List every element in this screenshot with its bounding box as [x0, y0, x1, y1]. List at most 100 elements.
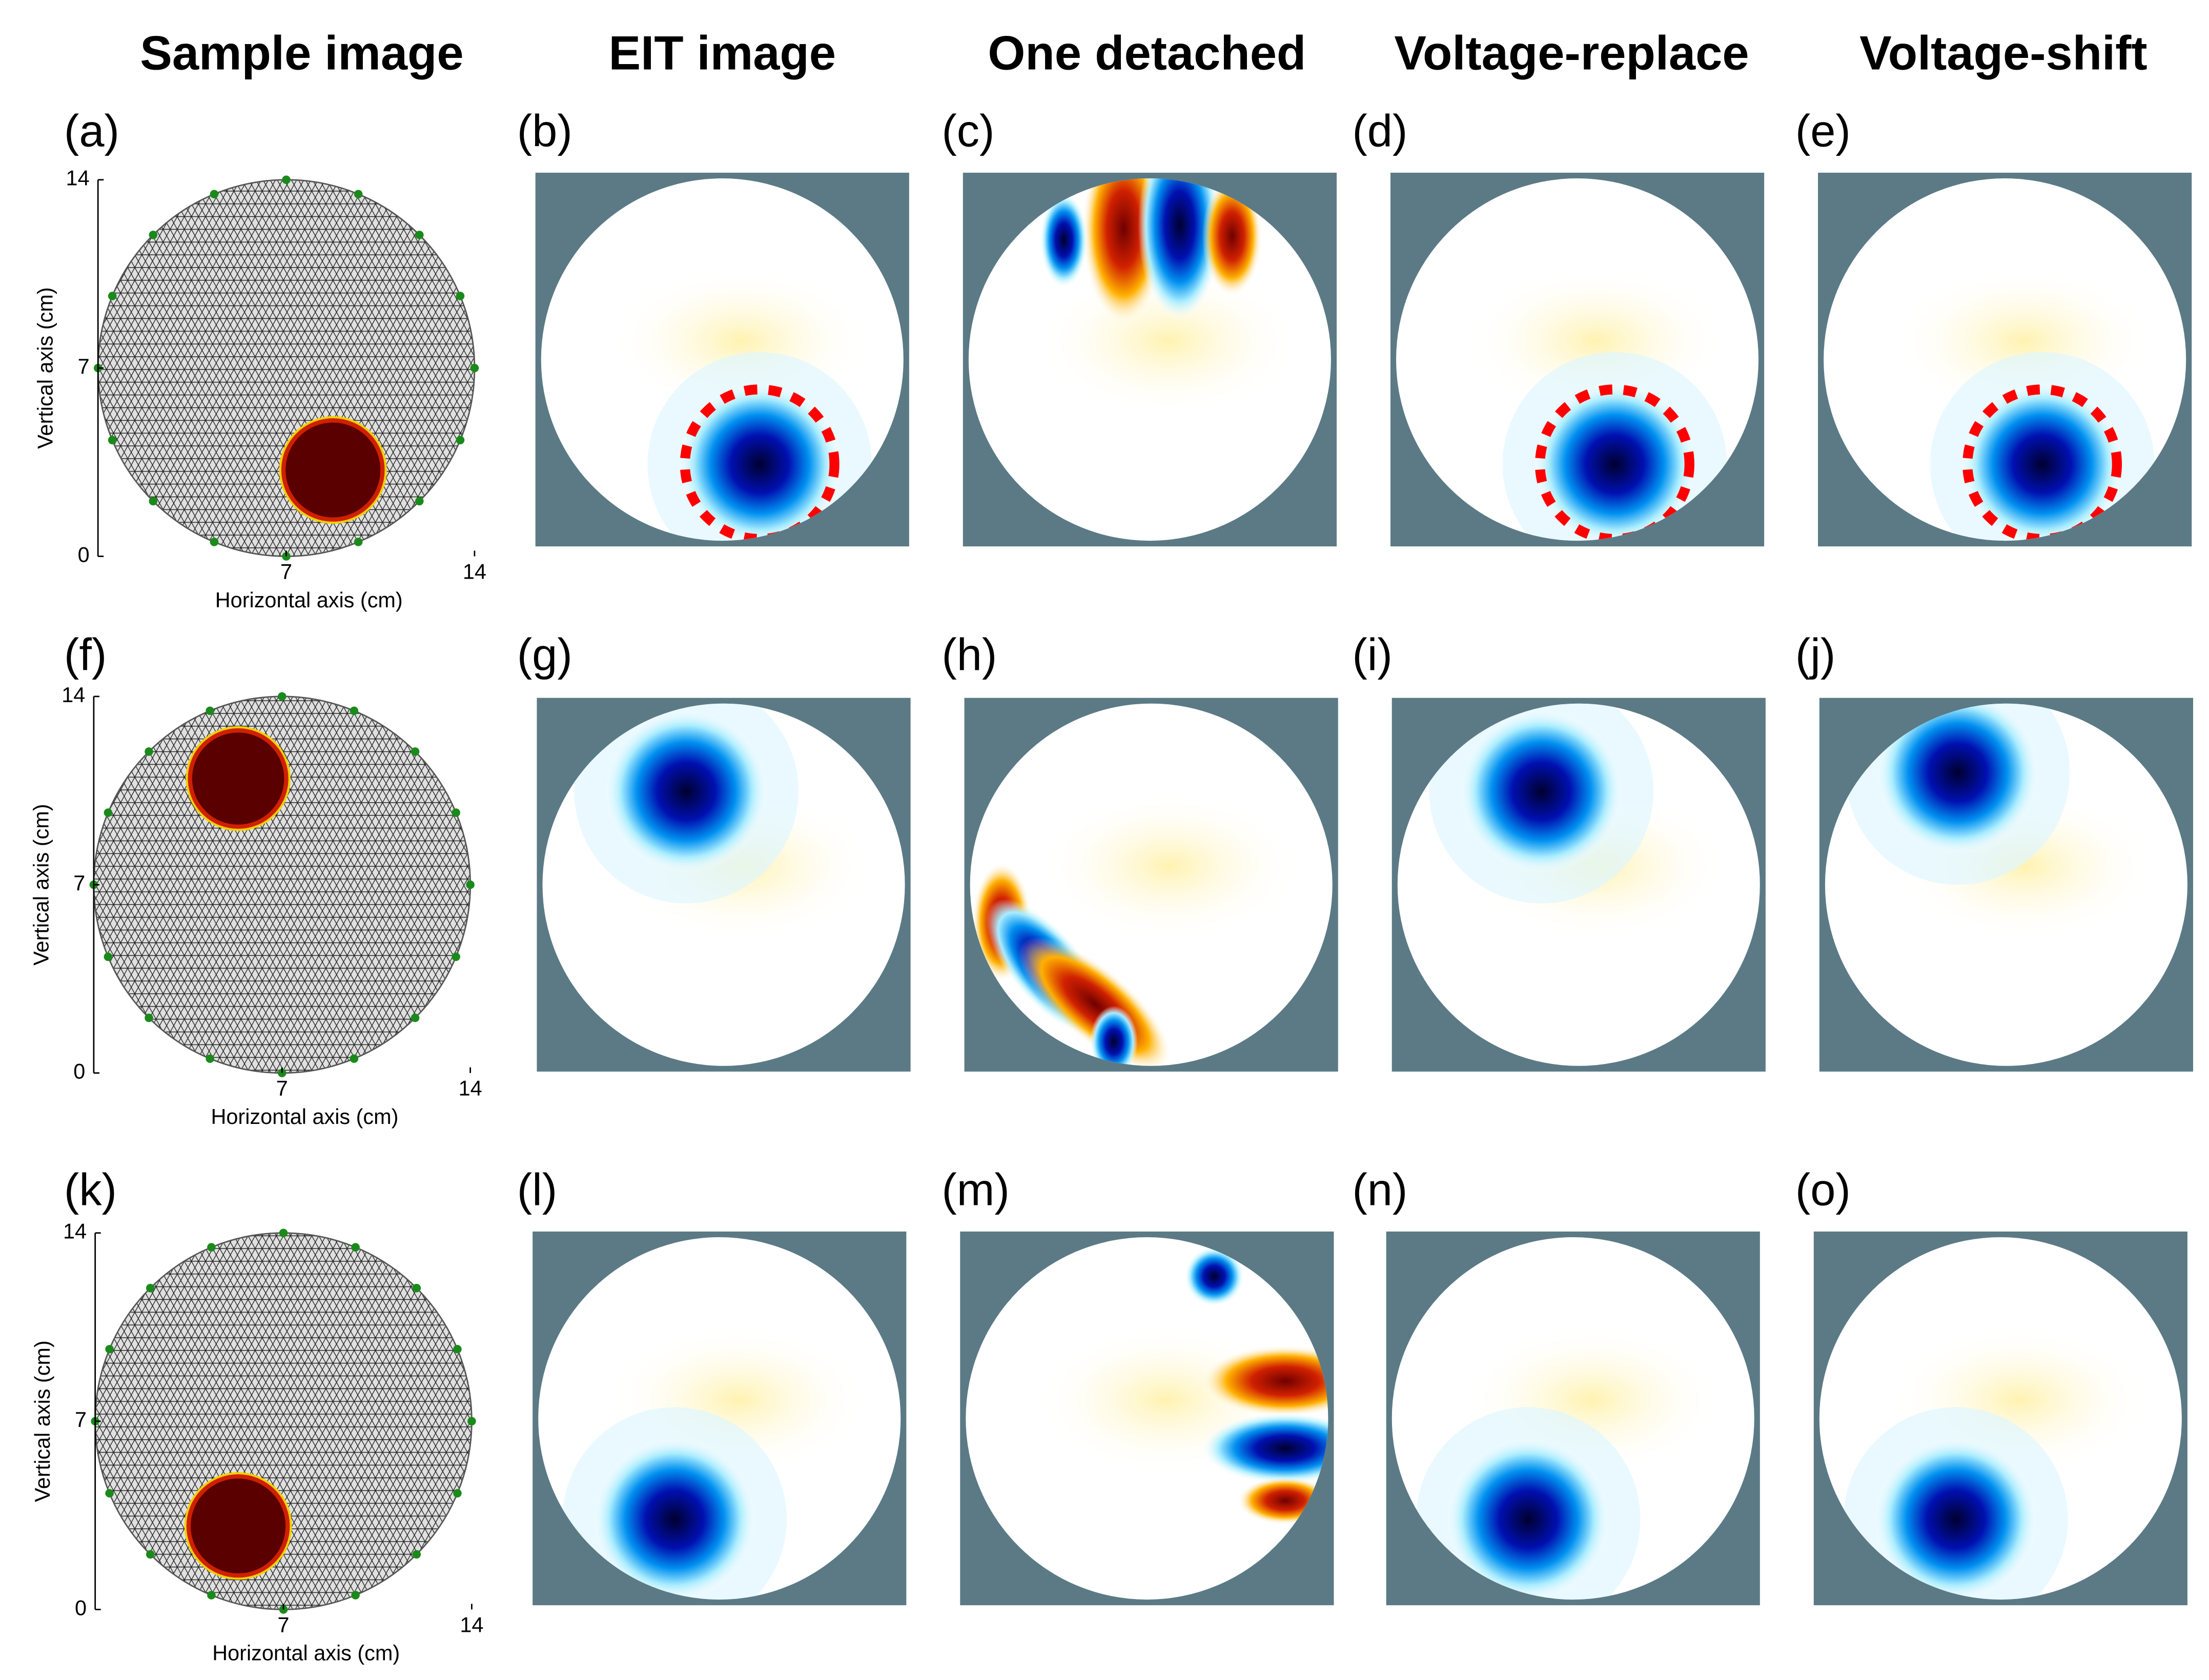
electrode	[206, 1054, 214, 1063]
electrode	[279, 1228, 288, 1238]
x-tick-label: 14	[463, 560, 486, 584]
y-tick-label: 14	[66, 166, 90, 190]
y-axis-label: Vertical axis (cm)	[33, 287, 57, 448]
panel-label: (c)	[942, 106, 994, 156]
electrode	[411, 1013, 420, 1022]
x-axis-label: Horizontal axis (cm)	[212, 1641, 400, 1665]
electrode	[105, 1489, 114, 1498]
electrode	[108, 292, 117, 300]
electrode	[351, 1243, 360, 1252]
electrode	[412, 1550, 421, 1559]
electrode	[146, 1284, 155, 1293]
electrode	[351, 1591, 360, 1600]
electrode	[467, 1417, 476, 1426]
true-boundary	[1535, 384, 1694, 541]
inclusion	[186, 1474, 290, 1578]
panel-label: (f)	[64, 629, 107, 680]
eit-blob	[1532, 382, 1697, 541]
electrode	[207, 1243, 216, 1252]
column-title: Sample image	[140, 26, 463, 79]
y-tick-label: 7	[73, 871, 85, 895]
electrode	[146, 1550, 155, 1559]
eit-blob	[1875, 703, 2040, 855]
eit-image	[1818, 172, 2192, 547]
y-tick-label: 0	[78, 542, 90, 566]
electrode	[452, 952, 460, 961]
eit-image	[535, 172, 909, 547]
eit-disc	[1825, 703, 2187, 1066]
x-tick-label: 7	[280, 560, 292, 584]
panel-label: (k)	[64, 1164, 117, 1215]
eit-image	[537, 698, 911, 1072]
panel-label: (j)	[1795, 629, 1835, 680]
true-boundary	[680, 384, 840, 541]
y-tick-label: 14	[62, 683, 85, 707]
eit-disc	[968, 178, 1331, 541]
electrode	[145, 747, 153, 756]
eit-feature	[1184, 1246, 1244, 1306]
electrode	[415, 497, 424, 506]
electrode	[456, 436, 465, 444]
x-axis-label: Horizontal axis (cm)	[215, 588, 403, 612]
electrode	[453, 1345, 462, 1354]
x-tick-label: 7	[276, 1076, 288, 1100]
y-tick-label: 7	[75, 1407, 87, 1431]
eit-feature	[1040, 192, 1088, 288]
electrode	[415, 231, 424, 239]
electrode	[145, 1013, 153, 1022]
panel-label: (h)	[942, 629, 997, 680]
panel-label: (a)	[64, 106, 119, 156]
eit-image	[963, 172, 1337, 547]
eit-image	[1386, 1231, 1760, 1606]
eit-disc	[970, 703, 1333, 1066]
eit-blob	[1459, 709, 1624, 874]
y-axis-label: Vertical axis (cm)	[30, 1340, 54, 1502]
column-title: EIT image	[608, 26, 836, 79]
electrode	[354, 538, 363, 546]
panel-label: (e)	[1795, 106, 1851, 156]
eit-disc	[1396, 178, 1759, 541]
column-title: Voltage-replace	[1394, 26, 1749, 79]
electrode	[207, 1591, 216, 1600]
electrode	[104, 952, 113, 961]
eit-blob	[592, 1437, 757, 1600]
eit-blob	[1960, 382, 2124, 541]
eit-blob	[604, 709, 769, 874]
eit-blob	[677, 382, 842, 541]
electrode	[466, 880, 475, 889]
panel-label: (o)	[1795, 1164, 1851, 1215]
y-tick-label: 14	[63, 1219, 87, 1243]
electrode	[108, 436, 117, 444]
eit-blob	[1873, 1437, 2038, 1600]
panel-label: (i)	[1352, 629, 1393, 680]
panel-label: (d)	[1352, 106, 1407, 156]
eit-feature	[1201, 1345, 1328, 1417]
eit-image	[1390, 172, 1765, 547]
electrode	[453, 1489, 462, 1498]
electrode	[350, 706, 359, 715]
electrode	[277, 692, 287, 701]
panel-label: (l)	[517, 1164, 558, 1215]
eit-feature	[1138, 178, 1222, 321]
electrode	[210, 190, 219, 199]
eit-image	[964, 698, 1338, 1072]
panel-label: (b)	[517, 106, 572, 156]
electrode	[210, 538, 219, 546]
eit-disc	[1392, 1237, 1754, 1600]
inclusion	[281, 418, 385, 522]
x-tick-label: 14	[460, 1613, 483, 1637]
panel-label: (n)	[1352, 1164, 1407, 1215]
eit-image	[1819, 698, 2193, 1072]
electrode	[105, 1345, 114, 1354]
electrode	[411, 747, 420, 756]
eit-disc	[966, 1237, 1328, 1600]
electrode	[350, 1054, 359, 1063]
electrode	[282, 175, 291, 185]
eit-image	[960, 1231, 1334, 1606]
inclusion	[188, 728, 289, 829]
eit-image	[1813, 1231, 2187, 1606]
electrode	[206, 706, 214, 715]
electrode	[412, 1284, 421, 1293]
true-boundary	[1962, 384, 2122, 541]
eit-image	[533, 1231, 907, 1606]
